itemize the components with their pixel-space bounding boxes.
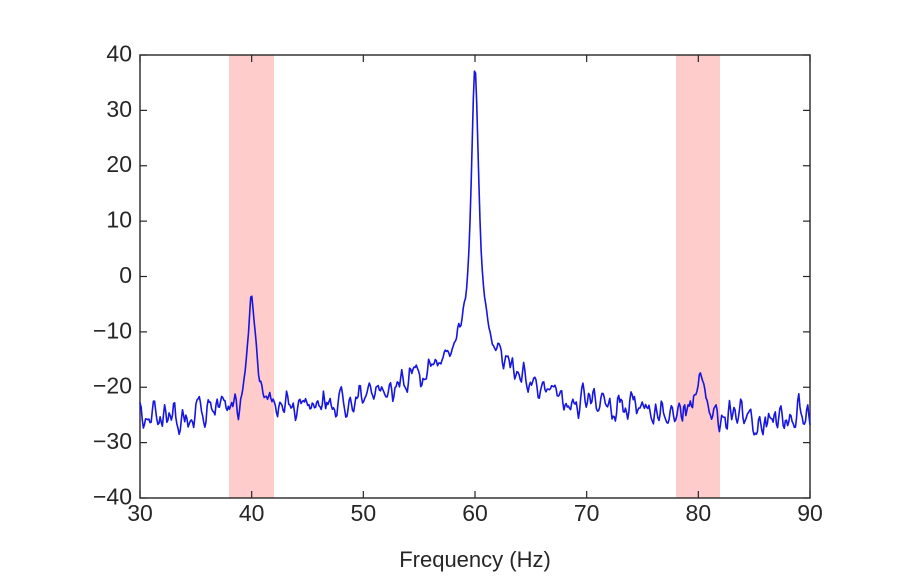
svg-text:30: 30 bbox=[106, 96, 132, 122]
svg-text:90: 90 bbox=[797, 500, 823, 526]
svg-text:20: 20 bbox=[106, 151, 132, 177]
svg-text:10: 10 bbox=[106, 207, 132, 233]
svg-text:50: 50 bbox=[351, 500, 377, 526]
svg-text:−20: −20 bbox=[93, 373, 132, 399]
svg-text:−10: −10 bbox=[93, 317, 132, 343]
svg-text:0: 0 bbox=[119, 262, 132, 288]
svg-text:70: 70 bbox=[574, 500, 600, 526]
svg-text:Frequency (Hz): Frequency (Hz) bbox=[399, 547, 551, 572]
svg-text:80: 80 bbox=[686, 500, 712, 526]
svg-text:40: 40 bbox=[106, 41, 132, 67]
svg-text:40: 40 bbox=[239, 500, 265, 526]
svg-text:−40: −40 bbox=[93, 484, 132, 510]
svg-text:60: 60 bbox=[462, 500, 488, 526]
svg-text:−30: −30 bbox=[93, 428, 132, 454]
